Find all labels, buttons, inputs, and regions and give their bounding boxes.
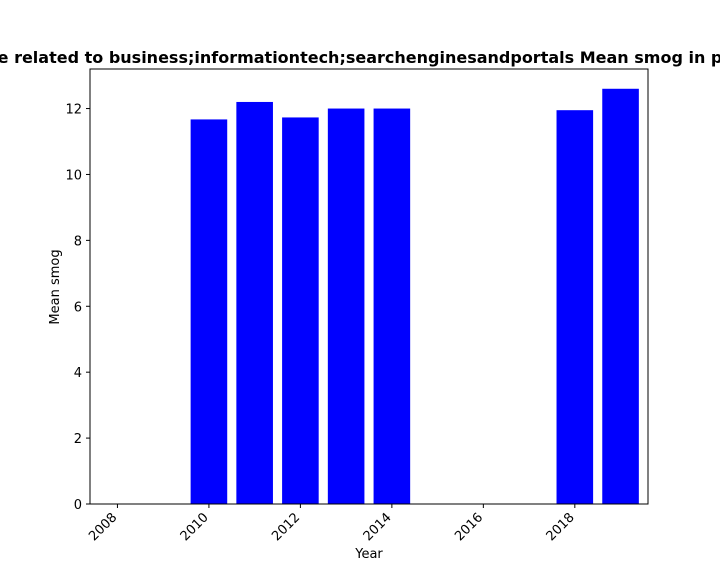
bar-2013 — [327, 108, 365, 504]
y-tick-label-10: 10 — [65, 168, 82, 183]
bar-2019 — [602, 88, 639, 504]
y-tick-label-0: 0 — [74, 498, 82, 513]
x-tick-label-2016: 2016 — [452, 510, 486, 544]
y-axis-label: Mean smog — [48, 249, 63, 324]
plot-area: 0 2 4 6 8 10 12 2008 2010 2012 2014 2016 2018 — [65, 68, 649, 544]
y-tick-label-12: 12 — [65, 103, 82, 118]
axes-frame — [89, 68, 649, 505]
chart-title: e related to business;informationtech;se… — [0, 48, 720, 67]
x-axis-label: Year — [354, 547, 383, 562]
y-tick-label-6: 6 — [74, 300, 82, 315]
bar-2011 — [236, 101, 273, 505]
bar-2018 — [556, 110, 594, 505]
y-tick-label-2: 2 — [74, 432, 82, 447]
x-tick-label-2012: 2012 — [269, 510, 303, 544]
x-tick-label-2008: 2008 — [86, 510, 120, 544]
bar-2012 — [282, 117, 319, 505]
x-tick-label-2010: 2010 — [178, 510, 212, 544]
x-tick-label-2014: 2014 — [361, 510, 395, 544]
x-tick-label-2018: 2018 — [544, 510, 578, 544]
bar-2014 — [373, 108, 411, 504]
y-tick-label-8: 8 — [74, 234, 82, 249]
y-tick-label-4: 4 — [74, 366, 82, 381]
bar-2010 — [190, 119, 228, 504]
